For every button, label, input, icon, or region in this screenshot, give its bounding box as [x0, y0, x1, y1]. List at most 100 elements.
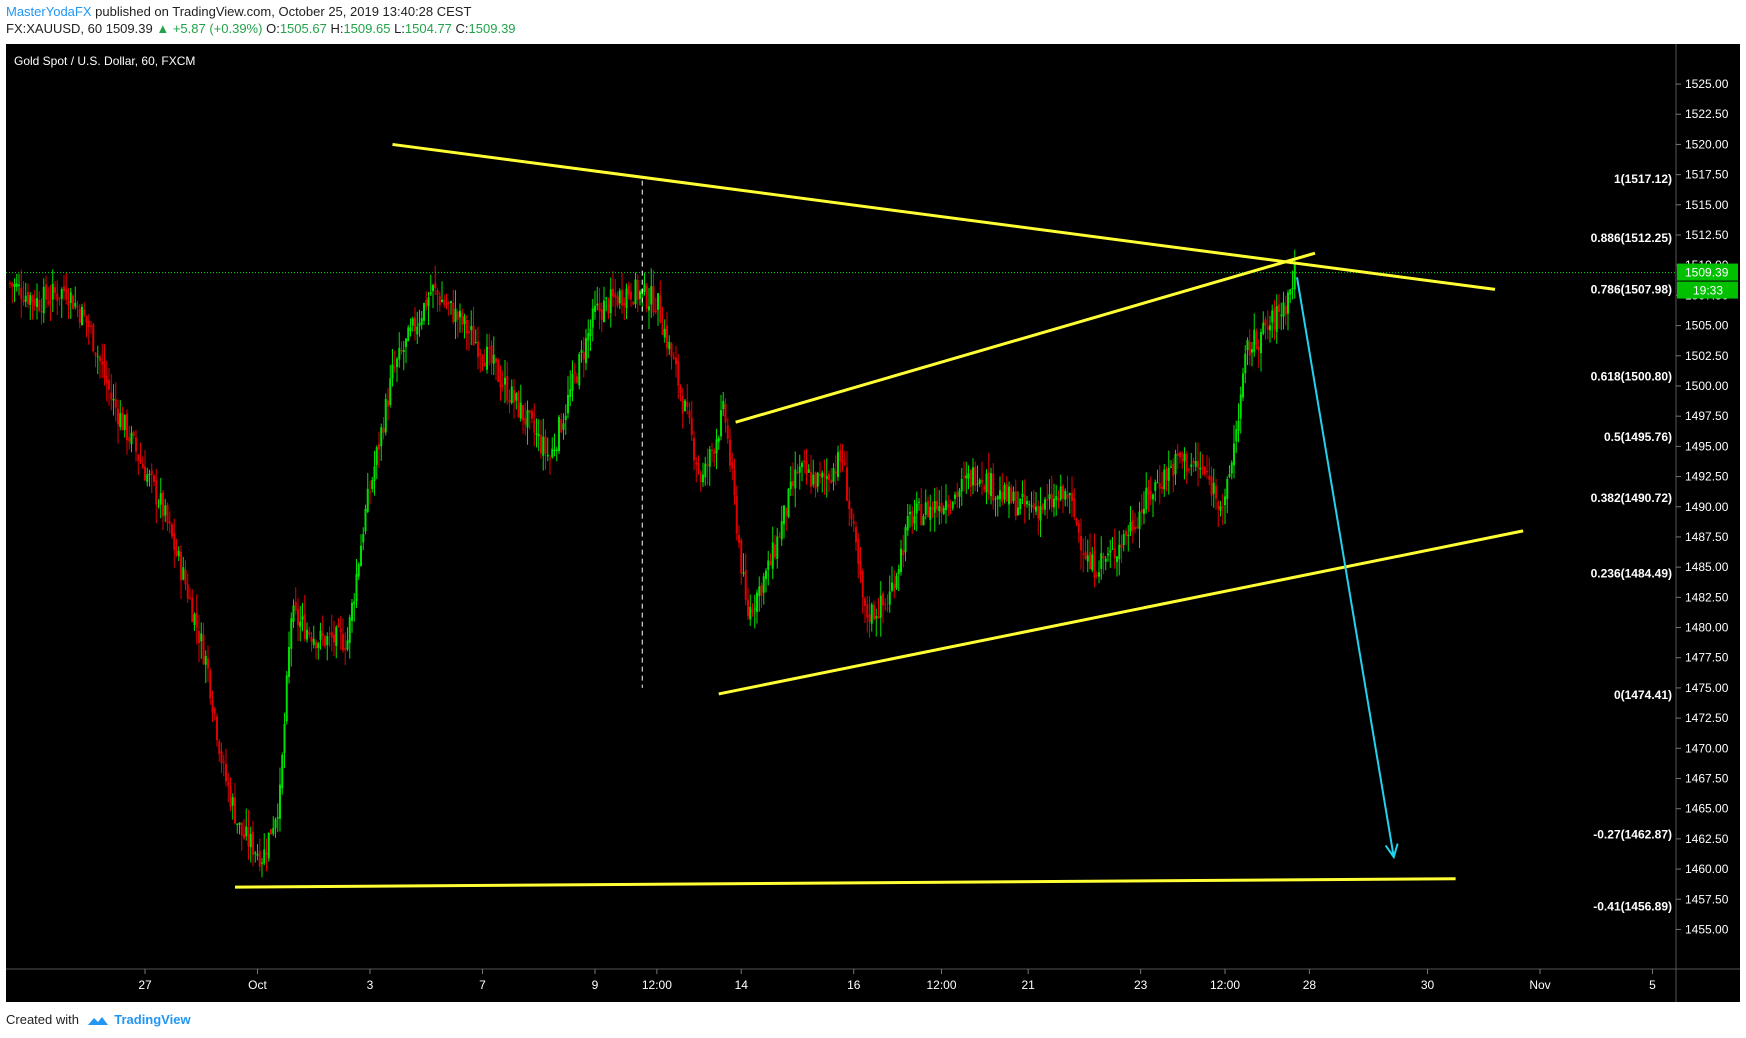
price-tick-label: 1505.00	[1685, 319, 1729, 333]
candle-body	[580, 349, 583, 353]
candle-body	[483, 362, 486, 367]
candle-body	[288, 647, 290, 677]
upper-trendline	[392, 142, 1496, 291]
chart-title: Gold Spot / U.S. Dollar, 60, FXCM	[14, 54, 195, 68]
price-tick-label: 1472.50	[1685, 711, 1729, 725]
candle-body	[891, 582, 893, 591]
candle-body	[1224, 496, 1226, 506]
candle-body	[954, 494, 956, 499]
candle-body	[474, 342, 477, 344]
candle-body	[1012, 491, 1015, 501]
candle-body	[1197, 460, 1199, 468]
candle-body	[825, 475, 828, 480]
channel-top-line	[735, 251, 1316, 424]
candle-body	[1271, 310, 1274, 323]
price-tick-label: 1525.00	[1685, 77, 1729, 91]
candle-body	[945, 500, 947, 511]
candle-body	[969, 470, 972, 488]
candle-body	[15, 283, 18, 287]
time-tick-label: 30	[1421, 978, 1435, 992]
candle-body	[897, 569, 900, 574]
candle-body	[702, 474, 704, 483]
candle-body	[609, 289, 612, 313]
candle-body	[1122, 534, 1125, 545]
candle-body	[569, 389, 572, 398]
candle-body	[319, 630, 322, 640]
candle-body	[24, 295, 27, 302]
candle-body	[454, 308, 457, 322]
candle-body	[560, 419, 563, 433]
candle-body	[1233, 443, 1235, 466]
candle-body	[794, 469, 797, 489]
candle-body	[146, 474, 149, 483]
price-tick-label: 1515.00	[1685, 198, 1729, 212]
candle-body	[1192, 461, 1195, 464]
candle-body	[292, 605, 295, 623]
candle-body	[87, 320, 90, 327]
candle-body	[42, 286, 45, 314]
author-link[interactable]: MasterYodaFX	[6, 4, 92, 19]
candle-body	[985, 473, 988, 493]
candle-body	[337, 623, 340, 627]
candle-body	[168, 521, 171, 524]
candle-body	[828, 473, 830, 481]
tradingview-brand-link[interactable]: TradingView	[114, 1012, 191, 1027]
candle-body	[1050, 494, 1053, 508]
candle-body	[571, 374, 574, 391]
candle-body	[785, 508, 788, 516]
countdown-tag-label: 19:33	[1693, 284, 1723, 298]
candle-body	[981, 479, 983, 484]
candle-body	[677, 361, 680, 386]
candle-body	[780, 521, 783, 540]
price-tick-label: 1492.50	[1685, 470, 1729, 484]
chart-area[interactable]: 1(1517.12) 0.886(1512.25) 0.786(1507.98) 0.…	[6, 44, 1740, 1002]
candle-body	[159, 493, 162, 505]
candle-body	[882, 593, 884, 606]
candle-body	[265, 852, 268, 855]
fib-labels-layer: 1(1517.12) 0.886(1512.25) 0.786(1507.98) 0.…	[1591, 172, 1672, 913]
candle-body	[1194, 461, 1197, 467]
price-chart[interactable]: 1(1517.12) 0.886(1512.25) 0.786(1507.98) 0.…	[6, 44, 1740, 1002]
change-value: ▲ +5.87 (+0.39%)	[156, 21, 263, 36]
candle-body	[940, 502, 943, 513]
candle-body	[299, 621, 302, 627]
candle-body	[85, 315, 88, 323]
candle-body	[310, 637, 313, 643]
candle-body	[362, 534, 365, 543]
candle-body	[1136, 526, 1139, 529]
price-tick-label: 1500.00	[1685, 379, 1729, 393]
candle-body	[76, 306, 79, 308]
candle-body	[947, 504, 950, 508]
candle-body	[888, 591, 891, 605]
candle-body	[918, 501, 920, 503]
candle-body	[886, 607, 889, 609]
candle-body	[342, 634, 344, 651]
candle-body	[540, 435, 542, 454]
candle-body	[49, 301, 52, 303]
candle-body	[949, 509, 952, 511]
candle-body	[756, 592, 758, 612]
candle-body	[648, 306, 650, 311]
candle-body	[798, 466, 801, 473]
candle-body	[866, 604, 869, 618]
candle-body	[1278, 304, 1280, 313]
candle-body	[733, 470, 736, 496]
candle-body	[616, 296, 619, 306]
candle-body	[711, 449, 713, 451]
candle-body	[1109, 550, 1112, 553]
fib-level-label: 0.236(1484.49)	[1591, 566, 1672, 580]
candle-body	[499, 379, 502, 388]
candle-body	[279, 784, 281, 819]
candle-body	[459, 310, 461, 318]
close-value: 1509.39	[468, 21, 516, 36]
candle-body	[958, 490, 961, 497]
candle-body	[285, 675, 288, 722]
candle-body	[875, 616, 878, 619]
candle-body	[33, 298, 36, 307]
candle-body	[1242, 373, 1244, 398]
price-tick-label: 1482.50	[1685, 590, 1729, 604]
candle-body	[1188, 469, 1190, 471]
candle-body	[506, 376, 509, 401]
candle-body	[544, 436, 547, 454]
candle-body	[1275, 306, 1278, 332]
